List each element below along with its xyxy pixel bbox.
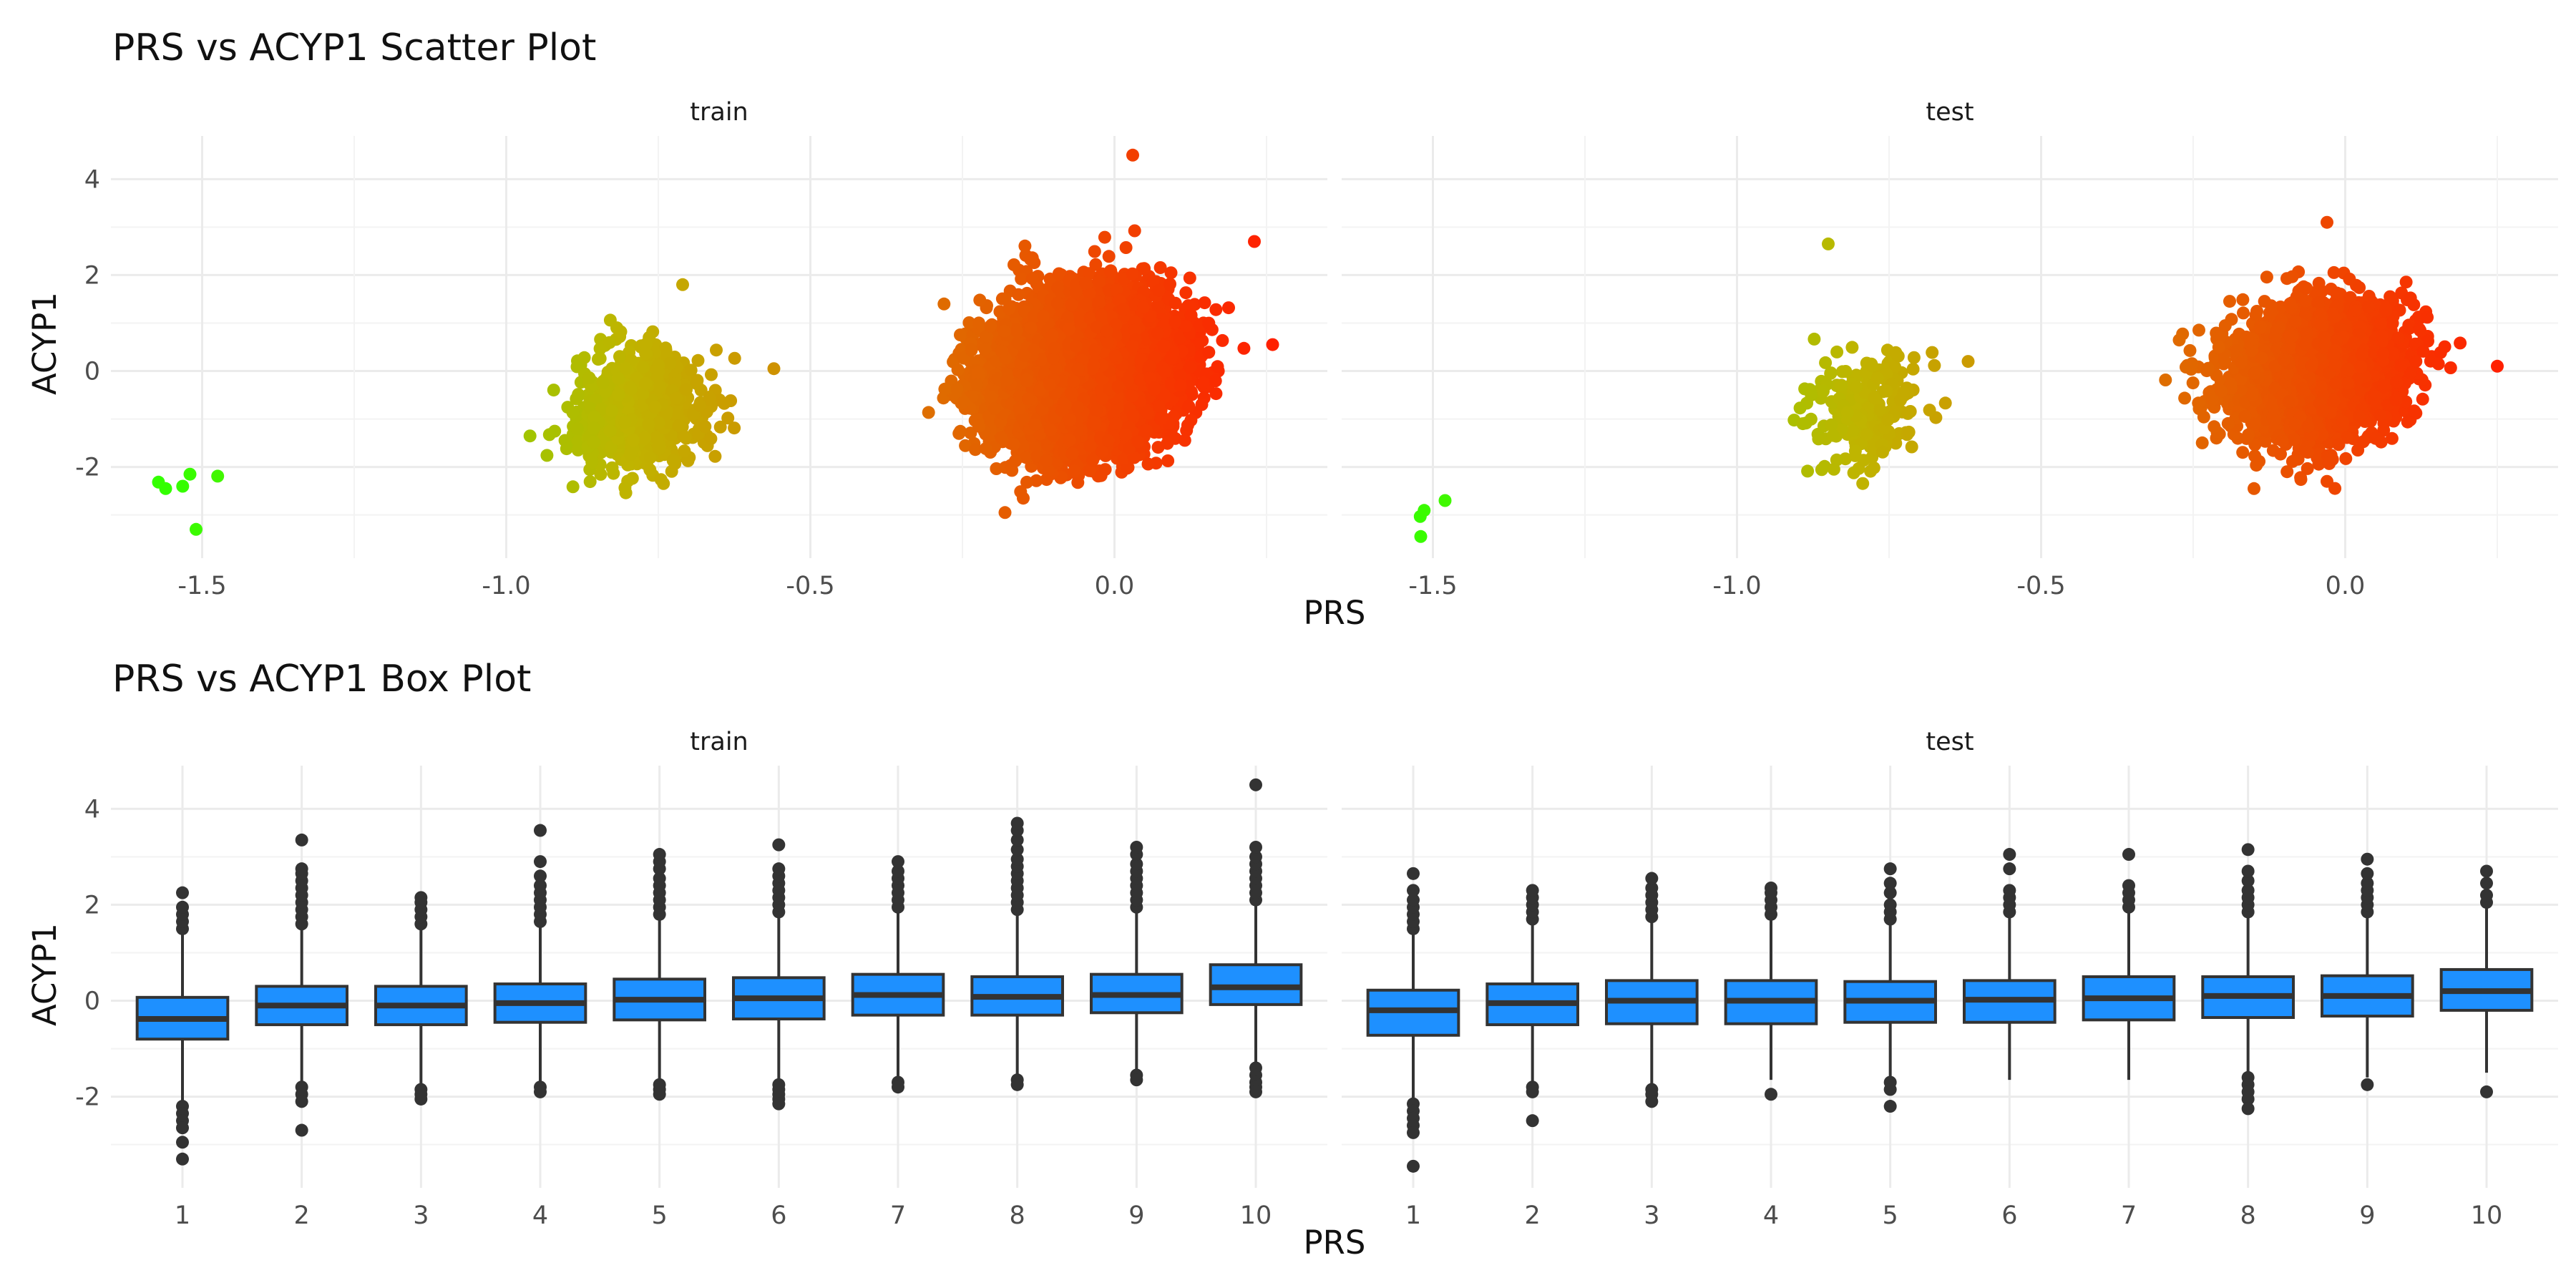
scatter-point <box>666 454 680 467</box>
scatter-point <box>614 325 628 338</box>
scatter-point <box>570 422 584 436</box>
scatter-point <box>587 436 600 449</box>
scatter-point <box>582 371 596 384</box>
scatter-point <box>523 429 537 443</box>
scatter-point <box>570 392 583 406</box>
scatter-title: PRS vs ACYP1 Scatter Plot <box>112 26 596 69</box>
scatter-y-tick-2: 2 <box>84 261 100 290</box>
scatter-point <box>176 479 190 493</box>
scatter-ylabel: ACYP1 <box>26 292 64 395</box>
scatter-x-tick--0.5: -0.5 <box>786 572 834 600</box>
scatter-point <box>681 454 695 467</box>
scatter-y-tick-4: 4 <box>84 165 100 194</box>
scatter-y-tick--2: -2 <box>75 454 100 482</box>
scatter-xlabel: PRS <box>1304 594 1366 632</box>
scatter-point <box>618 415 632 429</box>
scatter-point <box>642 418 655 431</box>
scatter-point <box>648 401 662 414</box>
scatter-point <box>603 424 617 438</box>
scatter-point <box>618 481 632 494</box>
scatter-point <box>937 297 951 311</box>
scatter-point <box>1216 333 1229 347</box>
scatter-facet-label-train: train <box>690 98 748 127</box>
scatter-point <box>640 337 653 351</box>
scatter-point <box>566 406 580 419</box>
scatter-point <box>678 431 692 444</box>
scatter-point <box>624 382 638 396</box>
scatter-point <box>705 368 718 381</box>
scatter-point <box>542 428 556 441</box>
scatter-point <box>703 391 716 404</box>
scatter-point <box>540 449 554 462</box>
scatter-point <box>698 420 712 434</box>
scatter-point <box>627 434 640 447</box>
scatter-point <box>587 421 600 435</box>
scatter-point <box>596 376 610 389</box>
scatter-point <box>1237 341 1251 355</box>
scatter-point <box>619 361 633 375</box>
scatter-point <box>577 351 591 364</box>
scatter-point <box>624 448 637 462</box>
scatter-point <box>678 444 691 458</box>
scatter-point <box>587 410 601 424</box>
scatter-point <box>649 431 663 444</box>
scatter-point <box>728 421 741 435</box>
scatter-x-tick--1.5: -1.5 <box>177 572 226 600</box>
scatter-point <box>672 419 686 433</box>
scatter-point <box>566 480 580 494</box>
scatter-x-tick-0.0: 0.0 <box>1095 572 1135 600</box>
scatter-point <box>643 463 657 477</box>
scatter-point <box>638 431 652 444</box>
scatter-point <box>1161 454 1175 467</box>
scatter-point <box>1012 288 1025 301</box>
scatter-point <box>663 357 677 370</box>
scatter-point <box>602 336 616 349</box>
scatter-point <box>211 469 225 483</box>
scatter-point <box>653 442 666 456</box>
scatter-point <box>710 343 723 357</box>
scatter-point <box>636 361 650 374</box>
scatter-point <box>605 404 619 418</box>
scatter-point <box>691 374 704 387</box>
scatter-point <box>612 388 625 401</box>
scatter-point <box>593 352 607 366</box>
scatter-point <box>639 377 653 391</box>
scatter-point <box>704 432 718 446</box>
scatter-panel-train: train -1.5 -1.0 -0.5 0.0 -2 0 2 4 <box>75 98 1327 600</box>
scatter-x-tick--1.0: -1.0 <box>482 572 530 600</box>
scatter-point <box>713 420 727 434</box>
scatter-point <box>1098 230 1111 244</box>
scatter-point <box>583 475 597 489</box>
scatter-y-tick-0: 0 <box>84 358 100 386</box>
scatter-point <box>708 449 722 463</box>
scatter-point <box>605 461 619 474</box>
scatter-point <box>594 467 608 481</box>
scatter-chart: PRS vs ACYP1 Scatter Plot ACYP1 PRS trai… <box>26 26 2558 632</box>
scatter-point <box>721 411 735 425</box>
scatter-point <box>653 380 666 394</box>
scatter-point <box>652 358 665 372</box>
scatter-point <box>1209 303 1223 316</box>
scatter-point <box>1222 301 1235 315</box>
scatter-point <box>1183 271 1196 285</box>
scatter-point <box>1128 224 1141 238</box>
scatter-points-train <box>152 148 1279 536</box>
scatter-point <box>728 351 741 365</box>
scatter-point <box>560 442 573 456</box>
scatter-point <box>693 399 706 412</box>
scatter-point <box>718 396 731 410</box>
scatter-point <box>680 383 693 396</box>
scatter-point <box>654 473 668 487</box>
scatter-point <box>670 391 683 405</box>
scatter-point <box>1179 286 1193 300</box>
scatter-point <box>1102 250 1116 263</box>
scatter-point <box>613 350 626 364</box>
scatter-point <box>547 384 560 397</box>
